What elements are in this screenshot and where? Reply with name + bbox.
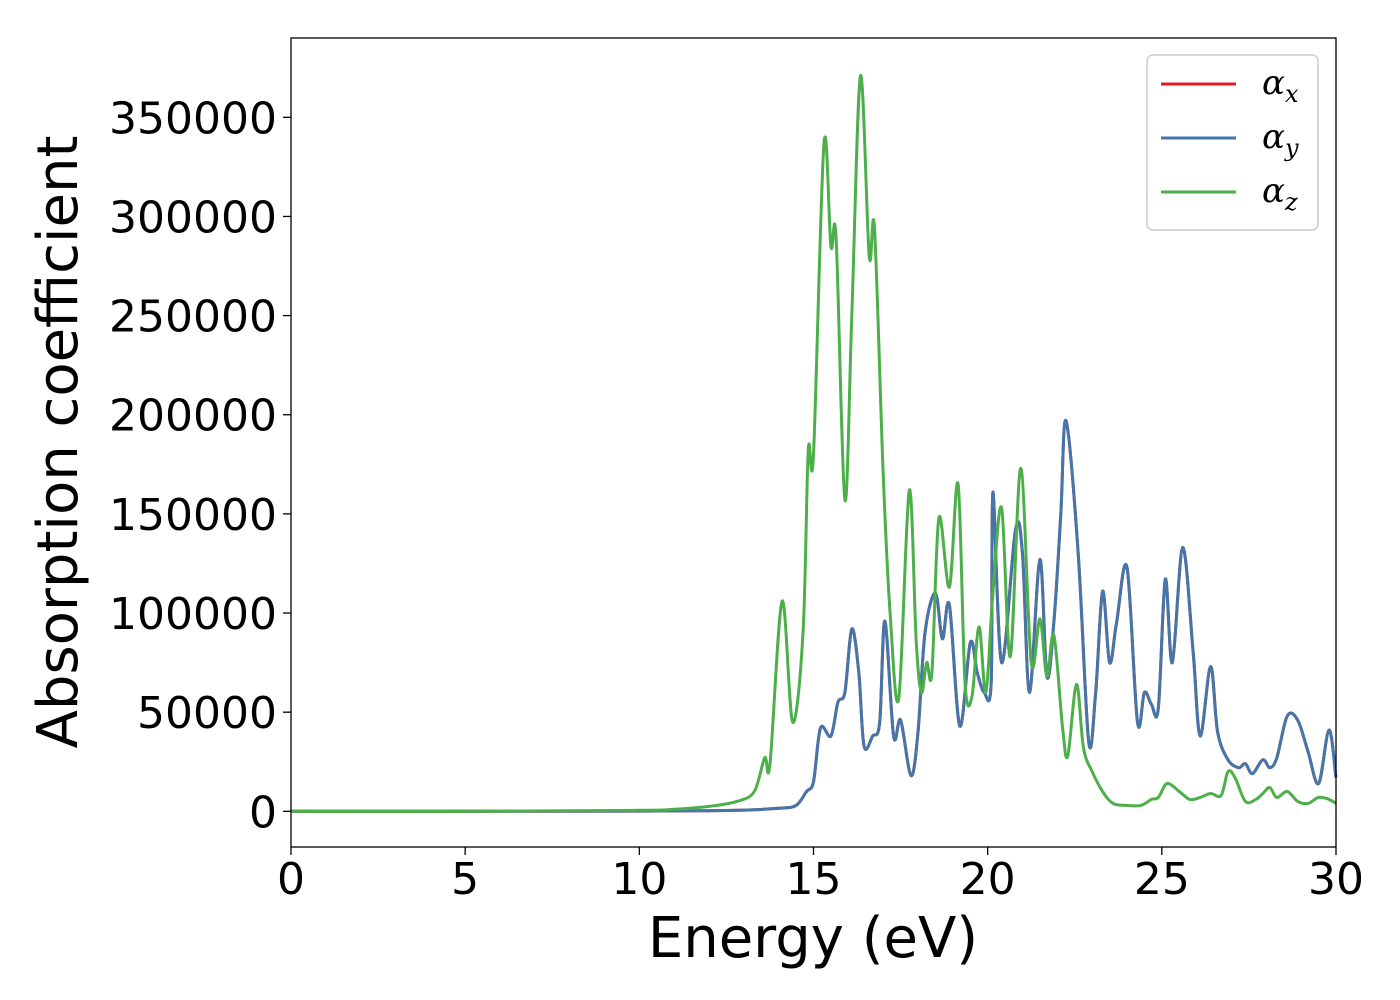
series-line-y — [290, 419, 1338, 813]
x-tick-label: 5 — [451, 854, 479, 905]
y-tick-label: 200000 — [109, 391, 277, 442]
x-tick-label: 15 — [786, 854, 842, 905]
x-axis-title: Energy (eV) — [648, 906, 978, 971]
legend-label-y: αy — [1262, 117, 1299, 162]
y-tick-label: 300000 — [109, 192, 277, 243]
x-tick-label: 20 — [960, 854, 1016, 905]
legend-label-z: αz — [1262, 171, 1298, 216]
legend-label-x: αx — [1262, 63, 1299, 108]
y-tick-label: 150000 — [109, 490, 277, 541]
series-line-z — [290, 74, 1337, 813]
x-tick-label: 25 — [1134, 854, 1190, 905]
y-tick-label: 350000 — [109, 93, 277, 144]
legend: αx αy αz — [1146, 54, 1319, 231]
y-axis-title: Absorption coefficient — [26, 136, 91, 749]
legend-box — [1146, 54, 1319, 231]
y-tick-label: 250000 — [109, 292, 277, 343]
y-tick-label: 100000 — [109, 589, 277, 640]
x-tick-label: 10 — [611, 854, 667, 905]
series-layer — [290, 74, 1338, 813]
x-tick-label: 30 — [1308, 854, 1364, 905]
x-axis: 0 5 10 15 20 25 30 — [277, 847, 1364, 905]
y-tick-label: 50000 — [137, 688, 277, 739]
y-axis: 0 50000 100000 150000 200000 250000 300000 3500… — [109, 93, 291, 838]
y-tick-label: 0 — [249, 787, 277, 838]
x-tick-label: 0 — [277, 854, 305, 905]
